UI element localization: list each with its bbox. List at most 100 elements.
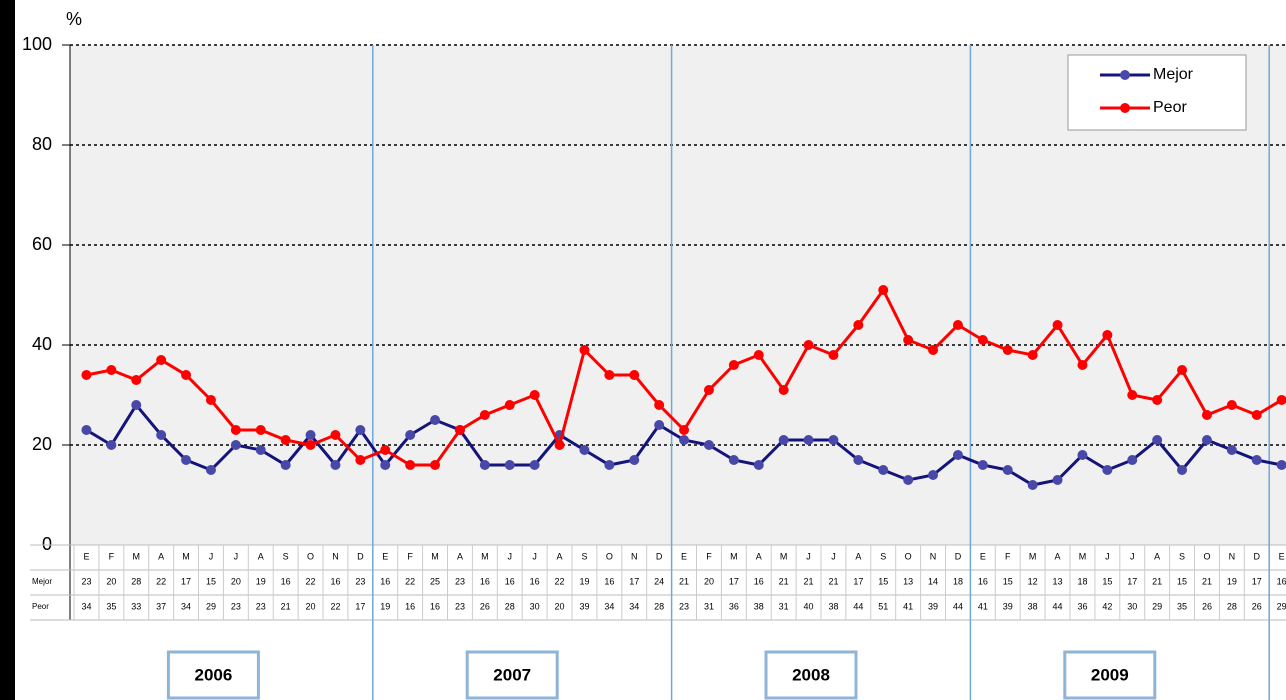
marker bbox=[405, 430, 416, 440]
table-value: 17 bbox=[853, 576, 863, 586]
marker bbox=[430, 415, 441, 425]
marker bbox=[828, 435, 839, 445]
table-value: 16 bbox=[480, 576, 490, 586]
y-tick-label: 0 bbox=[42, 534, 52, 554]
marker bbox=[728, 455, 739, 465]
table-value: 18 bbox=[953, 576, 963, 586]
table-value: 16 bbox=[430, 601, 440, 611]
x-tick-label: N bbox=[332, 551, 339, 561]
marker bbox=[156, 430, 167, 440]
x-tick-label: D bbox=[955, 551, 962, 561]
table-value: 15 bbox=[878, 576, 888, 586]
x-tick-label: J bbox=[1105, 551, 1110, 561]
year-label: 2006 bbox=[194, 665, 232, 684]
marker bbox=[280, 460, 291, 470]
table-value: 22 bbox=[405, 576, 415, 586]
marker bbox=[1177, 465, 1188, 475]
marker bbox=[305, 430, 316, 440]
table-value: 16 bbox=[978, 576, 988, 586]
table-value: 23 bbox=[679, 601, 689, 611]
x-tick-label: S bbox=[880, 551, 886, 561]
x-tick-label: M bbox=[730, 551, 738, 561]
table-value: 22 bbox=[306, 576, 316, 586]
legend-label: Mejor bbox=[1153, 66, 1194, 83]
table-value: 19 bbox=[1227, 576, 1237, 586]
marker bbox=[504, 460, 515, 470]
table-value: 34 bbox=[81, 601, 91, 611]
x-tick-label: F bbox=[407, 551, 413, 561]
table-value: 26 bbox=[1252, 601, 1262, 611]
marker bbox=[703, 440, 714, 450]
x-tick-label: S bbox=[1179, 551, 1185, 561]
x-tick-label: S bbox=[283, 551, 289, 561]
table-row-label: Mejor bbox=[32, 577, 52, 586]
marker bbox=[803, 435, 814, 445]
marker bbox=[305, 440, 316, 450]
x-tick-label: J bbox=[508, 551, 513, 561]
marker bbox=[181, 455, 192, 465]
x-tick-label: A bbox=[855, 551, 861, 561]
table-value: 44 bbox=[853, 601, 863, 611]
table-value: 15 bbox=[206, 576, 216, 586]
table-value: 17 bbox=[629, 576, 639, 586]
marker bbox=[604, 460, 615, 470]
marker bbox=[878, 465, 889, 475]
marker bbox=[1201, 435, 1212, 445]
marker bbox=[479, 460, 490, 470]
table-value: 22 bbox=[156, 576, 166, 586]
table-value: 21 bbox=[804, 576, 814, 586]
marker bbox=[604, 370, 615, 380]
marker bbox=[504, 400, 515, 410]
x-tick-label: A bbox=[158, 551, 164, 561]
table-value: 19 bbox=[579, 576, 589, 586]
marker bbox=[479, 410, 490, 420]
table-value: 21 bbox=[1152, 576, 1162, 586]
table-value: 35 bbox=[106, 601, 116, 611]
marker bbox=[81, 425, 92, 435]
legend-marker bbox=[1120, 103, 1130, 113]
marker bbox=[255, 425, 266, 435]
table-value: 16 bbox=[1277, 576, 1286, 586]
x-tick-label: E bbox=[382, 551, 388, 561]
marker bbox=[753, 460, 764, 470]
table-value: 36 bbox=[729, 601, 739, 611]
x-tick-label: F bbox=[706, 551, 712, 561]
table-value: 39 bbox=[579, 601, 589, 611]
y-axis-label: % bbox=[66, 9, 82, 29]
table-value: 19 bbox=[256, 576, 266, 586]
marker bbox=[255, 445, 266, 455]
marker bbox=[131, 400, 142, 410]
x-tick-label: J bbox=[831, 551, 836, 561]
table-value: 16 bbox=[380, 576, 390, 586]
x-tick-label: S bbox=[581, 551, 587, 561]
x-tick-label: E bbox=[83, 551, 89, 561]
x-tick-label: D bbox=[656, 551, 663, 561]
x-tick-label: O bbox=[1203, 551, 1210, 561]
x-tick-label: E bbox=[1279, 551, 1285, 561]
table-value: 23 bbox=[355, 576, 365, 586]
marker bbox=[81, 370, 92, 380]
table-value: 21 bbox=[281, 601, 291, 611]
table-value: 31 bbox=[779, 601, 789, 611]
x-tick-label: M bbox=[182, 551, 190, 561]
marker bbox=[230, 440, 241, 450]
table-value: 24 bbox=[654, 576, 664, 586]
marker bbox=[405, 460, 416, 470]
table-value: 28 bbox=[131, 576, 141, 586]
table-value: 18 bbox=[1077, 576, 1087, 586]
marker bbox=[1077, 450, 1088, 460]
marker bbox=[430, 460, 441, 470]
x-tick-label: A bbox=[1055, 551, 1061, 561]
table-value: 20 bbox=[106, 576, 116, 586]
marker bbox=[654, 420, 665, 430]
table-value: 20 bbox=[306, 601, 316, 611]
marker bbox=[803, 340, 814, 350]
x-tick-label: D bbox=[357, 551, 364, 561]
table-value: 16 bbox=[505, 576, 515, 586]
x-tick-label: M bbox=[481, 551, 489, 561]
table-value: 14 bbox=[928, 576, 938, 586]
table-value: 31 bbox=[704, 601, 714, 611]
x-tick-label: M bbox=[1029, 551, 1037, 561]
table-value: 28 bbox=[505, 601, 515, 611]
